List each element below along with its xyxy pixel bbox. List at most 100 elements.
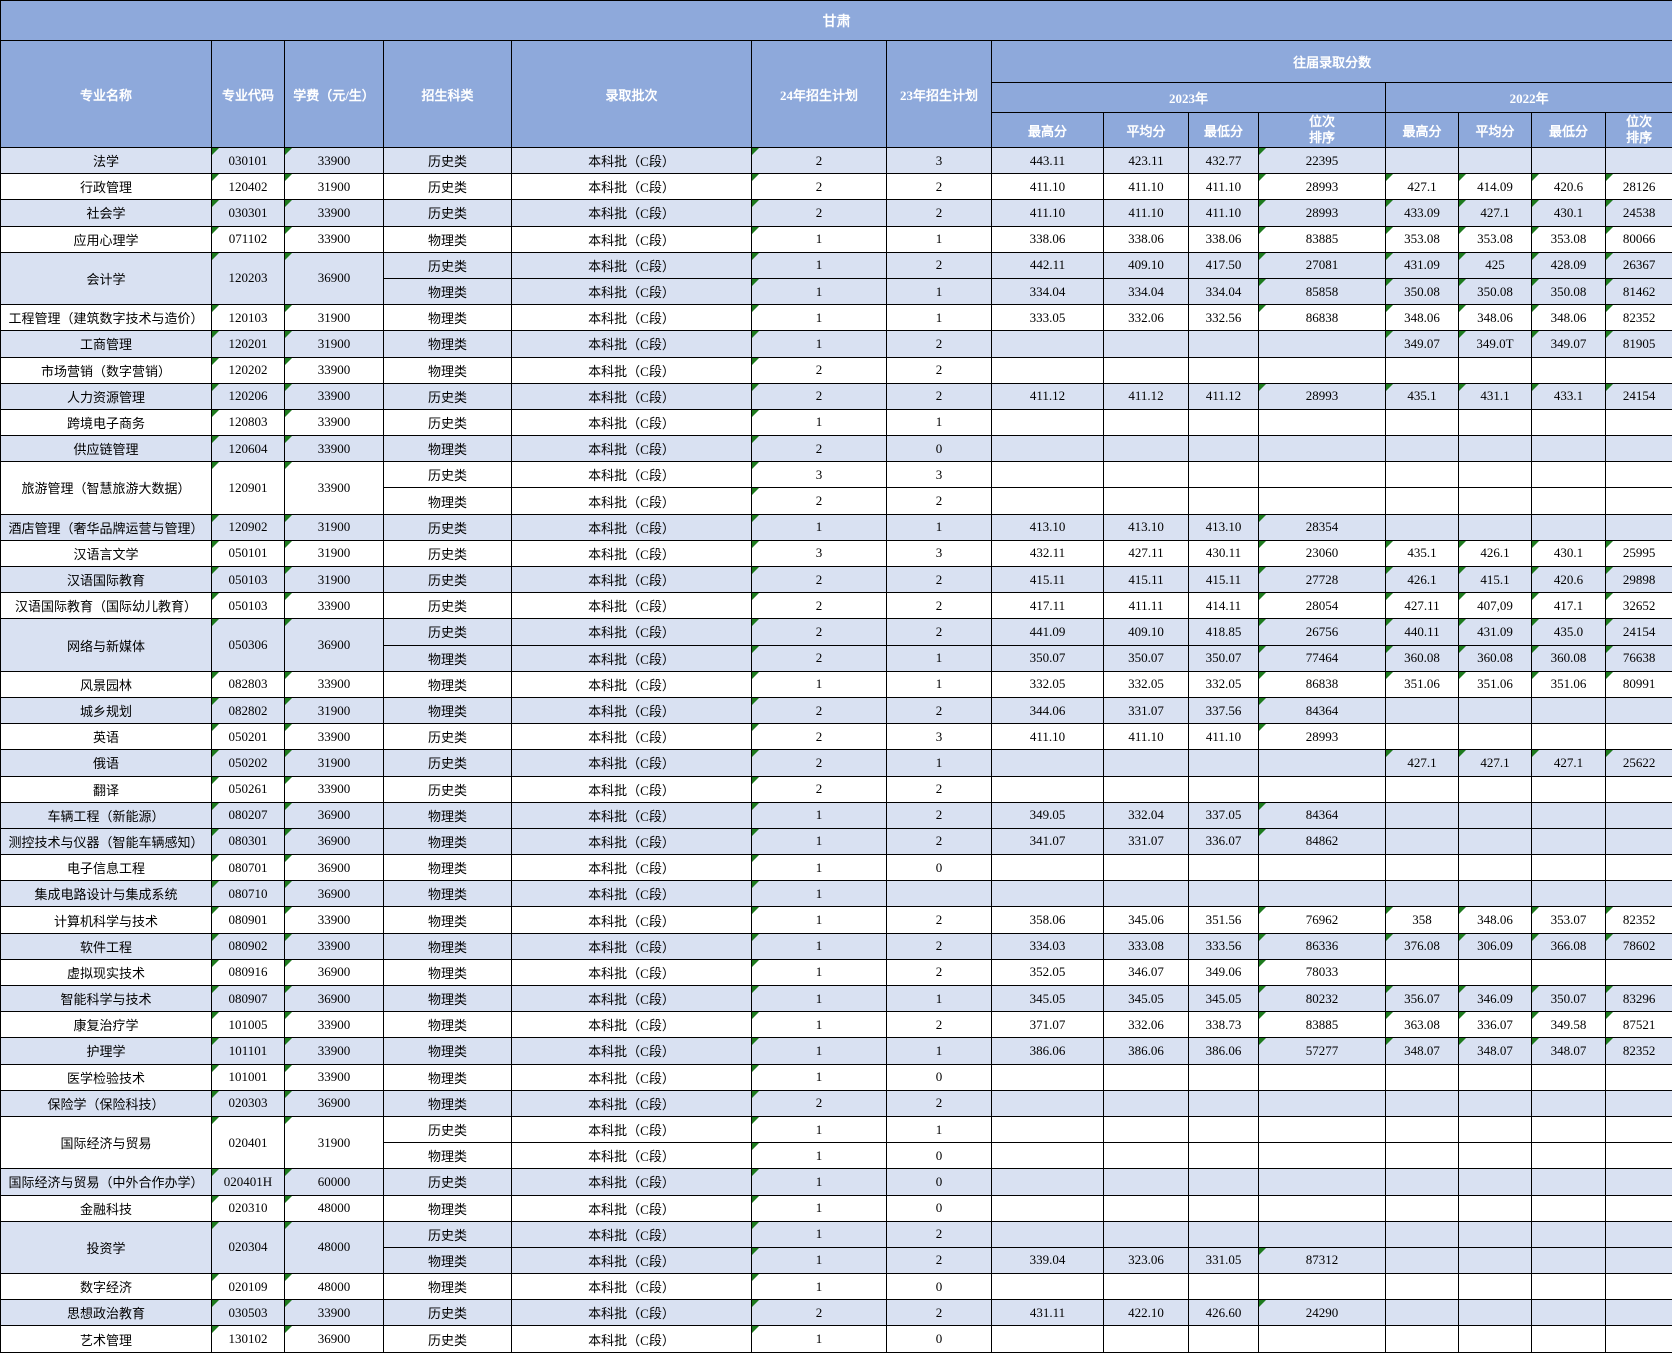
cell-batch: 本科批（C段） (511, 644, 752, 672)
cell-corner-marker-icon (285, 200, 292, 208)
cell-corner-marker-icon (1606, 986, 1613, 993)
cell-tuition: 33900 (284, 461, 384, 515)
cell-max-2023: 338.06 (991, 225, 1104, 253)
cell-max-2022: 349.07 (1385, 330, 1459, 358)
cell-batch: 本科批（C段） (511, 827, 752, 856)
header-avg-2022: 平均分 (1458, 112, 1532, 148)
cell-major-name: 保险学（保险科技） (0, 1089, 212, 1117)
cell-plan-2024: 1 (751, 1037, 887, 1065)
cell-rank-2022 (1604, 827, 1672, 856)
cell-major-code: 080701 (211, 854, 285, 882)
cell-min-2022 (1531, 461, 1606, 489)
cell-min-2023: 338.73 (1188, 1011, 1259, 1039)
cell-major-name: 计算机科学与技术 (0, 906, 212, 934)
cell-plan-2023: 2 (886, 906, 992, 934)
cell-avg-2023: 350.07 (1103, 644, 1189, 672)
cell-corner-marker-icon (1606, 200, 1613, 208)
cell-major-code: 020303 (211, 1089, 285, 1117)
cell-tuition: 33900 (284, 1011, 384, 1039)
cell-batch: 本科批（C段） (511, 408, 752, 437)
cell-plan-2024: 1 (751, 1142, 887, 1170)
cell-category: 物理类 (383, 1089, 512, 1117)
cell-max-2023: 332.05 (991, 670, 1104, 698)
cell-rank-2022 (1604, 1115, 1672, 1144)
cell-rank-2022: 32652 (1604, 592, 1672, 620)
cell-corner-marker-icon (212, 567, 219, 574)
cell-rank-2022: 25995 (1604, 539, 1672, 568)
cell-plan-2024: 1 (751, 251, 887, 279)
cell-rank-2022: 80066 (1604, 225, 1672, 253)
cell-plan-2023: 2 (886, 1089, 992, 1117)
cell-corner-marker-icon (1532, 384, 1539, 391)
header-plan-2023: 23年招生计划 (886, 40, 992, 148)
cell-corner-marker-icon (1386, 986, 1393, 993)
cell-min-2023: 411.10 (1188, 199, 1259, 227)
cell-batch: 本科批（C段） (511, 513, 752, 541)
cell-category: 物理类 (383, 330, 512, 358)
cell-rank-2023: 83885 (1258, 225, 1386, 253)
cell-category: 物理类 (383, 984, 512, 1013)
cell-plan-2023: 2 (886, 1011, 992, 1039)
cell-corner-marker-icon (212, 855, 219, 863)
cell-category: 物理类 (383, 1246, 512, 1275)
cell-rank-2023: 28993 (1258, 723, 1386, 751)
cell-category: 物理类 (383, 696, 512, 725)
cell-rank-2023: 85858 (1258, 277, 1386, 306)
cell-corner-marker-icon (212, 331, 219, 339)
cell-avg-2022: 360.08 (1458, 644, 1532, 672)
cell-major-name: 行政管理 (0, 173, 212, 201)
cell-corner-marker-icon (212, 593, 219, 601)
cell-min-2022 (1531, 1142, 1606, 1170)
cell-tuition: 36900 (284, 958, 384, 987)
header-category: 招生科类 (383, 40, 512, 148)
cell-category: 物理类 (383, 435, 512, 463)
cell-avg-2023 (1103, 330, 1189, 358)
cell-corner-marker-icon (212, 724, 219, 732)
cell-corner-marker-icon (285, 331, 292, 339)
cell-max-2022: 427.1 (1385, 749, 1459, 777)
cell-corner-marker-icon (1259, 148, 1266, 155)
header-major-code: 专业代码 (211, 40, 285, 148)
cell-corner-marker-icon (752, 358, 759, 365)
cell-major-code: 030101 (211, 146, 285, 175)
cell-avg-2023: 331.07 (1103, 696, 1189, 725)
cell-max-2022 (1385, 1115, 1459, 1144)
cell-min-2023: 350.07 (1188, 644, 1259, 672)
cell-plan-2023: 3 (886, 539, 992, 568)
cell-major-name: 人力资源管理 (0, 382, 212, 410)
cell-min-2023: 411.12 (1188, 382, 1259, 410)
cell-major-code: 080901 (211, 906, 285, 934)
cell-min-2023: 334.04 (1188, 277, 1259, 306)
cell-corner-marker-icon (212, 227, 219, 234)
cell-plan-2023: 2 (886, 1220, 992, 1248)
cell-batch: 本科批（C段） (511, 330, 752, 358)
cell-batch: 本科批（C段） (511, 749, 752, 777)
cell-plan-2024: 2 (751, 644, 887, 672)
cell-min-2022 (1531, 723, 1606, 751)
cell-avg-2023 (1103, 1063, 1189, 1091)
cell-max-2023 (991, 487, 1104, 515)
cell-batch: 本科批（C段） (511, 1246, 752, 1275)
cell-major-code: 050103 (211, 592, 285, 620)
cell-major-code: 082803 (211, 670, 285, 698)
cell-batch: 本科批（C段） (511, 932, 752, 960)
cell-category: 历史类 (383, 199, 512, 227)
cell-max-2022 (1385, 1273, 1459, 1301)
table-row: 城乡规划 082802 31900 物理类 本科批（C段） 2 2 344.06 331.07 3… (0, 696, 1672, 725)
table-row: 工程管理（建筑数字技术与造价） 120103 31900 物理类 本科批（C段） 1 1 33… (0, 304, 1672, 332)
cell-corner-marker-icon (1606, 750, 1613, 758)
cell-rank-2023: 76962 (1258, 906, 1386, 934)
cell-plan-2023: 2 (886, 932, 992, 960)
table-header: 甘肃 专业名称 专业代码 学费（元/生） 招生科类 录取批次 24年招生计划 2… (0, 0, 1672, 148)
cell-major-code: 120201 (211, 330, 285, 358)
cell-major-name: 供应链管理 (0, 435, 212, 463)
cell-corner-marker-icon (285, 986, 292, 993)
cell-plan-2024: 1 (751, 225, 887, 253)
cell-corner-marker-icon (285, 358, 292, 365)
cell-plan-2023: 0 (886, 1325, 992, 1353)
cell-major-name: 电子信息工程 (0, 854, 212, 882)
cell-corner-marker-icon (752, 593, 759, 601)
header-avg-2023: 平均分 (1103, 112, 1189, 148)
cell-plan-2023: 2 (886, 592, 992, 620)
cell-category: 历史类 (383, 382, 512, 410)
